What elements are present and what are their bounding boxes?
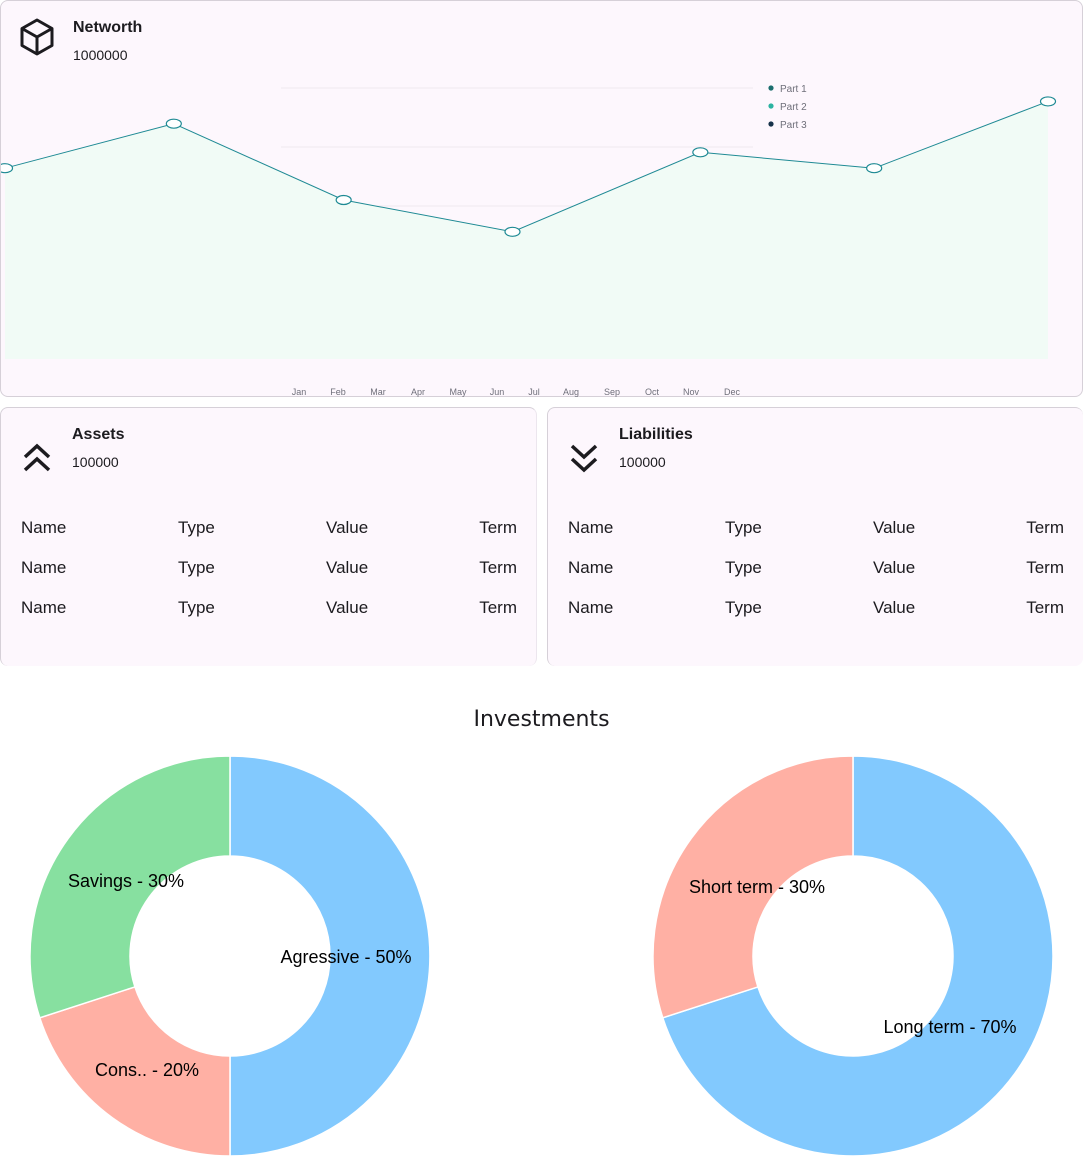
liabilities-title: Liabilities <box>619 426 693 443</box>
liabilities-value: 100000 <box>619 454 666 470</box>
cell-term: Term <box>479 598 517 617</box>
cell-value: Value <box>326 518 369 537</box>
assets-title: Assets <box>72 426 125 443</box>
table-row[interactable]: Name Type Value Term <box>21 518 519 558</box>
x-tick-label: Dec <box>724 387 741 397</box>
investments-donut-term: Long term - 70% Short term - 30% <box>652 755 1054 1157</box>
x-tick-label: Feb <box>330 387 346 397</box>
investments-title: Investments <box>473 707 610 732</box>
cube-icon <box>18 17 56 62</box>
cell-term: Term <box>1026 598 1064 617</box>
cell-term: Term <box>479 518 517 537</box>
slice-label: Long term - 70% <box>883 1017 1016 1037</box>
cell-name: Name <box>568 558 614 577</box>
investments-donut-risk: Agressive - 50% Cons.. - 20% Savings - 30% <box>29 755 431 1157</box>
networth-value: 1000000 <box>73 47 128 63</box>
slice-label: Agressive - 50% <box>280 947 411 967</box>
x-tick-label: Mar <box>370 387 386 397</box>
slice-label: Savings - 30% <box>68 871 184 891</box>
assets-table: Name Type Value Term Name Type Value Ter… <box>21 518 519 638</box>
assets-card: Assets 100000 Name Type Value Term Name … <box>0 407 537 666</box>
liabilities-card: Liabilities 100000 Name Type Value Term … <box>547 407 1083 666</box>
slice-label: Cons.. - 20% <box>95 1060 199 1080</box>
cell-value: Value <box>873 518 916 537</box>
x-tick-label: Oct <box>645 387 660 397</box>
cell-type: Type <box>178 518 215 537</box>
cell-name: Name <box>568 518 614 537</box>
x-tick-label: Jul <box>528 387 540 397</box>
cell-name: Name <box>21 598 67 617</box>
chevrons-up-icon <box>21 442 53 479</box>
chevrons-down-icon <box>568 442 600 479</box>
x-tick-label: Jun <box>490 387 505 397</box>
cell-type: Type <box>178 598 215 617</box>
slice-label: Short term - 30% <box>689 877 825 897</box>
legend-marker <box>768 85 774 91</box>
pie-slice[interactable] <box>229 755 431 1157</box>
x-tick-label: Nov <box>683 387 700 397</box>
x-tick-label: Apr <box>411 387 425 397</box>
data-point[interactable] <box>1 163 14 174</box>
cell-term: Term <box>479 558 517 577</box>
cell-name: Name <box>568 598 614 617</box>
cell-value: Value <box>326 598 369 617</box>
table-row[interactable]: Name Type Value Term <box>568 558 1066 598</box>
table-row[interactable]: Name Type Value Term <box>568 518 1066 558</box>
legend-marker <box>768 121 774 127</box>
x-tick-label: Sep <box>604 387 620 397</box>
cell-value: Value <box>873 558 916 577</box>
cell-name: Name <box>21 558 67 577</box>
cell-name: Name <box>21 518 67 537</box>
pie-slice[interactable] <box>38 985 231 1157</box>
data-point[interactable] <box>1039 96 1057 107</box>
area-fill <box>5 101 1048 360</box>
cell-term: Term <box>1026 558 1064 577</box>
pie-slice[interactable] <box>652 755 854 1019</box>
cell-type: Type <box>725 518 762 537</box>
table-row[interactable]: Name Type Value Term <box>21 598 519 638</box>
x-tick-label: Aug <box>563 387 579 397</box>
cell-term: Term <box>1026 518 1064 537</box>
table-row[interactable]: Name Type Value Term <box>21 558 519 598</box>
table-row[interactable]: Name Type Value Term <box>568 598 1066 638</box>
data-point[interactable] <box>335 194 352 206</box>
networth-card: Part 1 Part 2 Part 3 Jan Feb Mar Apr May Jun Jul A… <box>0 0 1083 397</box>
data-point[interactable] <box>165 118 182 129</box>
x-tick-label: Jan <box>292 387 307 397</box>
legend-label: Part 1 <box>780 84 807 95</box>
legend-label: Part 2 <box>780 102 807 113</box>
pie-slice[interactable] <box>661 755 1054 1157</box>
data-point[interactable] <box>692 147 709 158</box>
cell-value: Value <box>326 558 369 577</box>
data-point[interactable] <box>866 163 883 174</box>
cell-type: Type <box>178 558 215 577</box>
cell-value: Value <box>873 598 916 617</box>
cell-type: Type <box>725 598 762 617</box>
pie-slice[interactable] <box>29 755 231 1019</box>
legend-marker <box>768 103 774 109</box>
networth-title: Networth <box>73 19 143 36</box>
x-tick-label: May <box>449 387 467 397</box>
data-point[interactable] <box>504 226 521 237</box>
liabilities-table: Name Type Value Term Name Type Value Ter… <box>568 518 1066 638</box>
legend-label: Part 3 <box>780 120 807 131</box>
networth-chart: Part 1 Part 2 Part 3 Jan Feb Mar Apr May Jun Jul A… <box>1 84 1057 397</box>
assets-value: 100000 <box>72 454 119 470</box>
cell-type: Type <box>725 558 762 577</box>
